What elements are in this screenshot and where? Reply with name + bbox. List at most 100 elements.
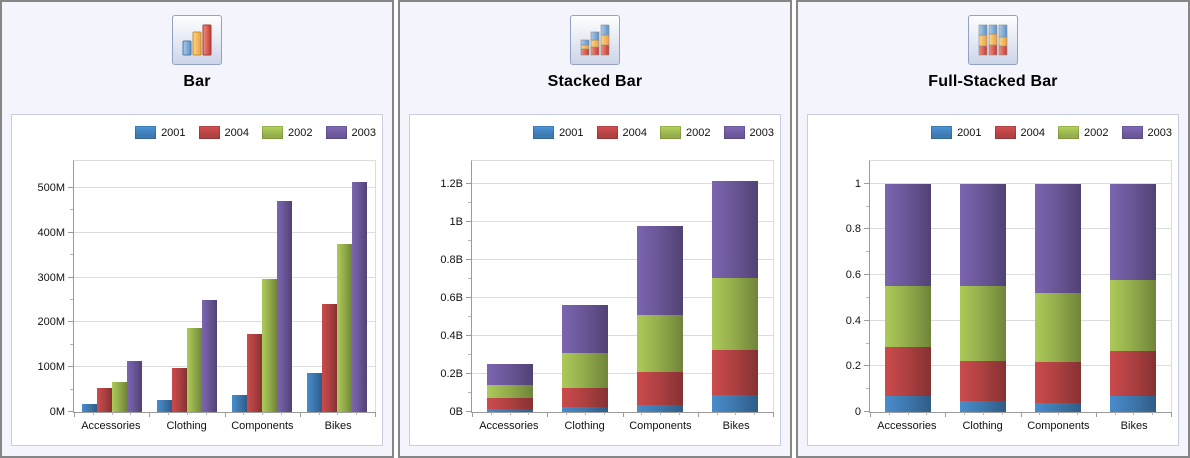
- legend-item-2004[interactable]: 2004: [198, 126, 249, 139]
- x-axis-minor-tick: [509, 412, 511, 415]
- panel-full-stacked-bar-header: Full-Stacked Bar: [798, 2, 1188, 114]
- bar-2001-Components[interactable]: [232, 394, 248, 412]
- bar-chart-icon[interactable]: [172, 15, 222, 65]
- bar-2002-Bikes[interactable]: [337, 243, 353, 412]
- bar-2003-Clothing[interactable]: [201, 299, 217, 412]
- bar-segment-2003-Components[interactable]: [637, 225, 684, 316]
- y-axis-label: 400M: [37, 226, 65, 239]
- stacked-bar-Bikes: [712, 161, 759, 412]
- bar-segment-2002-Accessories[interactable]: [486, 385, 533, 399]
- y-axis-minor-tick: [468, 392, 471, 393]
- bar-segment-2004-Components[interactable]: [1035, 362, 1082, 404]
- y-axis-label: 0M: [49, 406, 65, 418]
- bar-segment-2004-Components[interactable]: [637, 371, 684, 405]
- legend-item-2004[interactable]: 2004: [596, 126, 647, 139]
- bar-segment-2001-Components[interactable]: [637, 404, 684, 412]
- x-axis-labels: Accessories Clothing Components Bikes: [73, 420, 376, 432]
- stacked-bar-chart-icon[interactable]: [570, 15, 620, 65]
- y-axis-label: 100M: [37, 361, 65, 374]
- bar-segment-2002-Clothing[interactable]: [561, 352, 608, 389]
- x-axis-label-Bikes: Bikes: [324, 420, 352, 432]
- bar-2003-Components[interactable]: [277, 201, 293, 412]
- bar-segment-2001-Clothing[interactable]: [959, 401, 1006, 412]
- bar-2002-Components[interactable]: [262, 278, 278, 412]
- bar-segment-2004-Clothing[interactable]: [561, 388, 608, 407]
- legend-item-2003[interactable]: 2003: [325, 126, 376, 139]
- legend-item-2001[interactable]: 2001: [931, 126, 982, 139]
- bar-segment-2004-Accessories[interactable]: [884, 347, 931, 396]
- stacked-bar-Components: [637, 161, 684, 412]
- plot-area: 0 0.2 0.4 0.6 0.8 1: [846, 160, 1172, 418]
- legend-label: 2001: [957, 126, 982, 139]
- bar-group-Clothing: [149, 161, 224, 412]
- y-axis-tick: [68, 186, 73, 188]
- gridline: [472, 182, 773, 184]
- y-axis-label: 1.2B: [440, 177, 463, 190]
- bar-segment-2001-Clothing[interactable]: [561, 406, 608, 412]
- x-axis-minor-tick: [926, 412, 928, 415]
- legend-item-2003[interactable]: 2003: [723, 126, 774, 139]
- legend-label: 2003: [749, 126, 774, 139]
- bar-segment-2003-Components[interactable]: [1035, 183, 1082, 294]
- bar-segment-2004-Clothing[interactable]: [959, 361, 1006, 402]
- legend-item-2002[interactable]: 2002: [660, 126, 711, 139]
- bar-segment-2001-Components[interactable]: [1035, 403, 1082, 412]
- legend-item-2001[interactable]: 2001: [135, 126, 186, 139]
- bar-segment-2002-Clothing[interactable]: [959, 285, 1006, 362]
- bar-segment-2002-Accessories[interactable]: [884, 285, 931, 348]
- bar-segment-2001-Accessories[interactable]: [884, 395, 931, 412]
- x-axis-minor-tick: [603, 412, 605, 415]
- y-axis-minor-tick: [70, 343, 73, 345]
- x-axis-minor-tick: [735, 412, 737, 415]
- bar-segment-2003-Clothing[interactable]: [959, 183, 1006, 286]
- legend-item-2001[interactable]: 2001: [533, 126, 584, 139]
- bar-segment-2004-Bikes[interactable]: [1110, 350, 1157, 396]
- bar-segment-2003-Bikes[interactable]: [1110, 183, 1157, 281]
- bar-2003-Bikes[interactable]: [352, 182, 368, 412]
- stacked-bar-Clothing: [561, 161, 608, 412]
- bar-2004-Clothing[interactable]: [171, 368, 187, 412]
- bar-segment-2002-Bikes[interactable]: [1110, 280, 1157, 351]
- bar-segment-2002-Bikes[interactable]: [712, 278, 759, 350]
- bar-segment-2003-Clothing[interactable]: [561, 304, 608, 353]
- bar-2001-Accessories[interactable]: [81, 403, 97, 412]
- bar-2003-Accessories[interactable]: [126, 361, 142, 412]
- y-axis-tick: [466, 182, 471, 184]
- bar-2001-Bikes[interactable]: [307, 372, 323, 412]
- bar-2002-Accessories[interactable]: [111, 381, 127, 412]
- legend-item-2002[interactable]: 2002: [1058, 126, 1109, 139]
- legend-item-2004[interactable]: 2004: [994, 126, 1045, 139]
- x-axis-label-Components: Components: [629, 420, 692, 432]
- bar-2004-Accessories[interactable]: [96, 387, 112, 412]
- bar-segment-2001-Bikes[interactable]: [712, 395, 759, 412]
- bar-2004-Bikes[interactable]: [322, 304, 338, 412]
- bar-segment-2004-Accessories[interactable]: [486, 398, 533, 409]
- bar-segment-2001-Accessories[interactable]: [486, 408, 533, 412]
- plot-area: 0M 100M 200M 300M 400M 500M: [37, 160, 376, 418]
- legend-swatch: [1058, 126, 1080, 139]
- full-stacked-bar-chart-icon[interactable]: [968, 15, 1018, 65]
- legend-item-2003[interactable]: 2003: [1121, 126, 1172, 139]
- x-axis-minor-tick: [1058, 412, 1060, 415]
- legend-label: 2003: [351, 126, 376, 139]
- panel-stacked-bar: Stacked Bar 2001 2004 2002 2003 0B 0.2B 0.4B 0…: [398, 0, 792, 458]
- bar-segment-2004-Bikes[interactable]: [712, 349, 759, 396]
- bar-segment-2003-Bikes[interactable]: [712, 180, 759, 279]
- stacked-bar-Accessories: [486, 161, 533, 412]
- bar-segment-2003-Accessories[interactable]: [884, 183, 931, 286]
- y-axis-tick: [864, 319, 869, 321]
- x-axis-minor-tick: [356, 412, 358, 415]
- stacked-bar-Accessories: [884, 161, 931, 412]
- legend-item-2002[interactable]: 2002: [262, 126, 313, 139]
- bar-segment-2002-Components[interactable]: [1035, 293, 1082, 363]
- bar-2001-Clothing[interactable]: [156, 399, 172, 412]
- bar-2004-Components[interactable]: [247, 333, 263, 412]
- bar-segment-2001-Bikes[interactable]: [1110, 395, 1157, 412]
- x-axis-tick: [773, 412, 774, 417]
- gridline: [870, 365, 1171, 367]
- bar-2002-Clothing[interactable]: [186, 328, 202, 412]
- bar-segment-2002-Components[interactable]: [637, 315, 684, 372]
- legend-swatch: [723, 126, 745, 139]
- bar-segment-2003-Accessories[interactable]: [486, 363, 533, 386]
- y-axis-minor-tick: [70, 298, 73, 300]
